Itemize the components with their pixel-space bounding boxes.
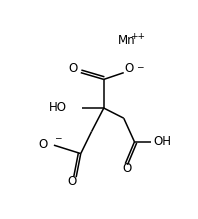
Text: OH: OH [153, 135, 171, 148]
Text: O: O [124, 62, 133, 75]
Text: O: O [38, 138, 48, 151]
Text: −: − [54, 133, 62, 142]
Text: O: O [123, 162, 132, 175]
Text: O: O [69, 62, 78, 75]
Text: Mn: Mn [118, 34, 135, 47]
Text: HO: HO [49, 101, 67, 114]
Text: −: − [136, 62, 143, 71]
Text: ++: ++ [130, 32, 145, 41]
Text: O: O [67, 175, 77, 188]
